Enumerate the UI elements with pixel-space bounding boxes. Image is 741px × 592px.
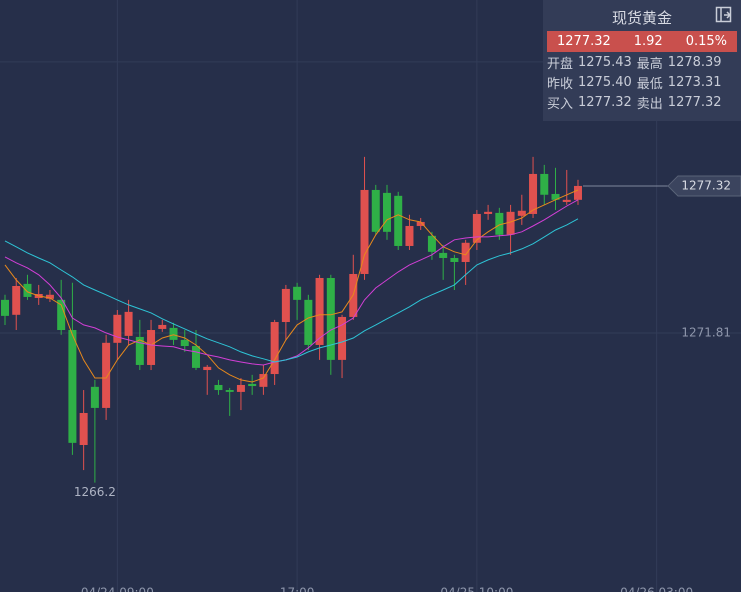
candle-body (540, 173, 549, 195)
ma-line (4, 218, 579, 363)
quote-label: 买入 (547, 96, 574, 112)
quote-row: 开盘 1275.43 最高 1278.39 (547, 52, 741, 72)
quote-bar: 1277.32 1.92 0.15% (547, 31, 737, 52)
candle-body (259, 374, 268, 387)
candle-body (147, 330, 156, 365)
candle-body (360, 189, 369, 274)
quote-value: 1277.32 (667, 94, 722, 110)
candle-body (529, 173, 538, 214)
quote-value: 1277.32 (578, 94, 632, 110)
candle-body (191, 346, 200, 368)
candle-body (124, 311, 133, 336)
candle-body (12, 285, 21, 315)
candle-body (203, 366, 212, 371)
candle-body (225, 390, 234, 392)
candle-body (270, 322, 279, 375)
candle-body (405, 225, 414, 246)
quote-percent: 0.15% (685, 34, 727, 49)
candle-body (450, 257, 459, 262)
candle-body (315, 277, 324, 345)
candle-body (169, 327, 178, 340)
x-tick-label: 17:00 (280, 586, 315, 592)
quote-panel: 现货黄金 1277.32 1.92 0.15% 开盘 1275.43 最高 1278.… (543, 0, 741, 121)
candle-body (394, 195, 403, 246)
x-tick-label: 04/24 09:00 (81, 586, 154, 592)
candle-body (495, 212, 504, 235)
quote-label: 最高 (636, 56, 663, 72)
candle-body (472, 213, 481, 243)
candle-body (214, 384, 223, 391)
candle-body (573, 185, 582, 200)
quote-price: 1277.32 (557, 34, 611, 49)
candle-body (551, 193, 560, 200)
quote-label: 开盘 (547, 56, 574, 72)
quote-rows: 开盘 1275.43 最高 1278.39 昨收 1275.40 最低 1273.31 买入 12… (543, 52, 741, 112)
candle-body (304, 299, 313, 345)
quote-label: 最低 (636, 76, 663, 92)
candle-body (439, 252, 448, 258)
candle-body (506, 211, 515, 235)
x-tick-label: 04/25 10:00 (440, 586, 513, 592)
candle-body (517, 210, 526, 216)
candle-body (57, 299, 66, 331)
quote-row: 买入 1277.32 卖出 1277.32 (547, 92, 741, 112)
candle-body (371, 189, 380, 232)
candle-body (113, 314, 122, 343)
quote-value: 1273.31 (667, 74, 722, 90)
y-tick-label: 1271.81 (681, 325, 731, 339)
quote-change: 1.92 (633, 34, 663, 49)
quote-label: 卖出 (636, 96, 663, 112)
candle-body (484, 211, 493, 214)
candle-body (338, 316, 347, 360)
quote-row: 昨收 1275.40 最低 1273.31 (547, 72, 741, 92)
candle-body (23, 283, 32, 297)
candle-body (90, 386, 99, 408)
candle-body (461, 242, 470, 262)
candle-body (281, 288, 290, 323)
x-tick-label: 04/26 03:00 (620, 586, 693, 592)
candle-body (236, 384, 245, 392)
candle-body (68, 330, 77, 443)
candle-body (1, 299, 9, 316)
panel-title: 现货黄金 (611, 9, 672, 27)
ma-line (4, 199, 579, 366)
candle-body (416, 221, 425, 226)
candle-body (79, 412, 88, 446)
exit-icon[interactable] (715, 6, 733, 24)
candle-body (382, 192, 391, 232)
candle-body (45, 294, 54, 299)
quote-value: 1275.40 (578, 74, 632, 90)
quote-value: 1275.43 (578, 54, 632, 70)
candle-body (562, 199, 571, 202)
candle-body (158, 324, 167, 329)
candle-body (427, 235, 436, 252)
candle-body (135, 336, 144, 365)
candle-body (326, 277, 335, 360)
candle-body (248, 383, 257, 387)
price-tag (667, 175, 741, 197)
quote-value: 1278.39 (667, 54, 722, 70)
candle-body (180, 339, 189, 347)
candle-body (293, 286, 302, 300)
low-label: 1266.2 (74, 485, 116, 499)
quote-label: 昨收 (547, 76, 574, 92)
candle-body (102, 342, 111, 408)
ma-line (4, 189, 579, 383)
price-tag-label: 1277.32 (681, 178, 731, 192)
